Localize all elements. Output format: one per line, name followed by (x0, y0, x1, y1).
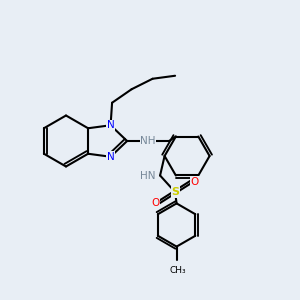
Text: CH₃: CH₃ (170, 266, 186, 274)
Text: N: N (107, 152, 115, 162)
Text: HN: HN (140, 170, 156, 181)
Text: N: N (107, 120, 115, 130)
Text: S: S (171, 187, 179, 197)
Text: O: O (152, 197, 160, 208)
Text: O: O (190, 176, 199, 187)
Text: NH: NH (140, 136, 156, 146)
